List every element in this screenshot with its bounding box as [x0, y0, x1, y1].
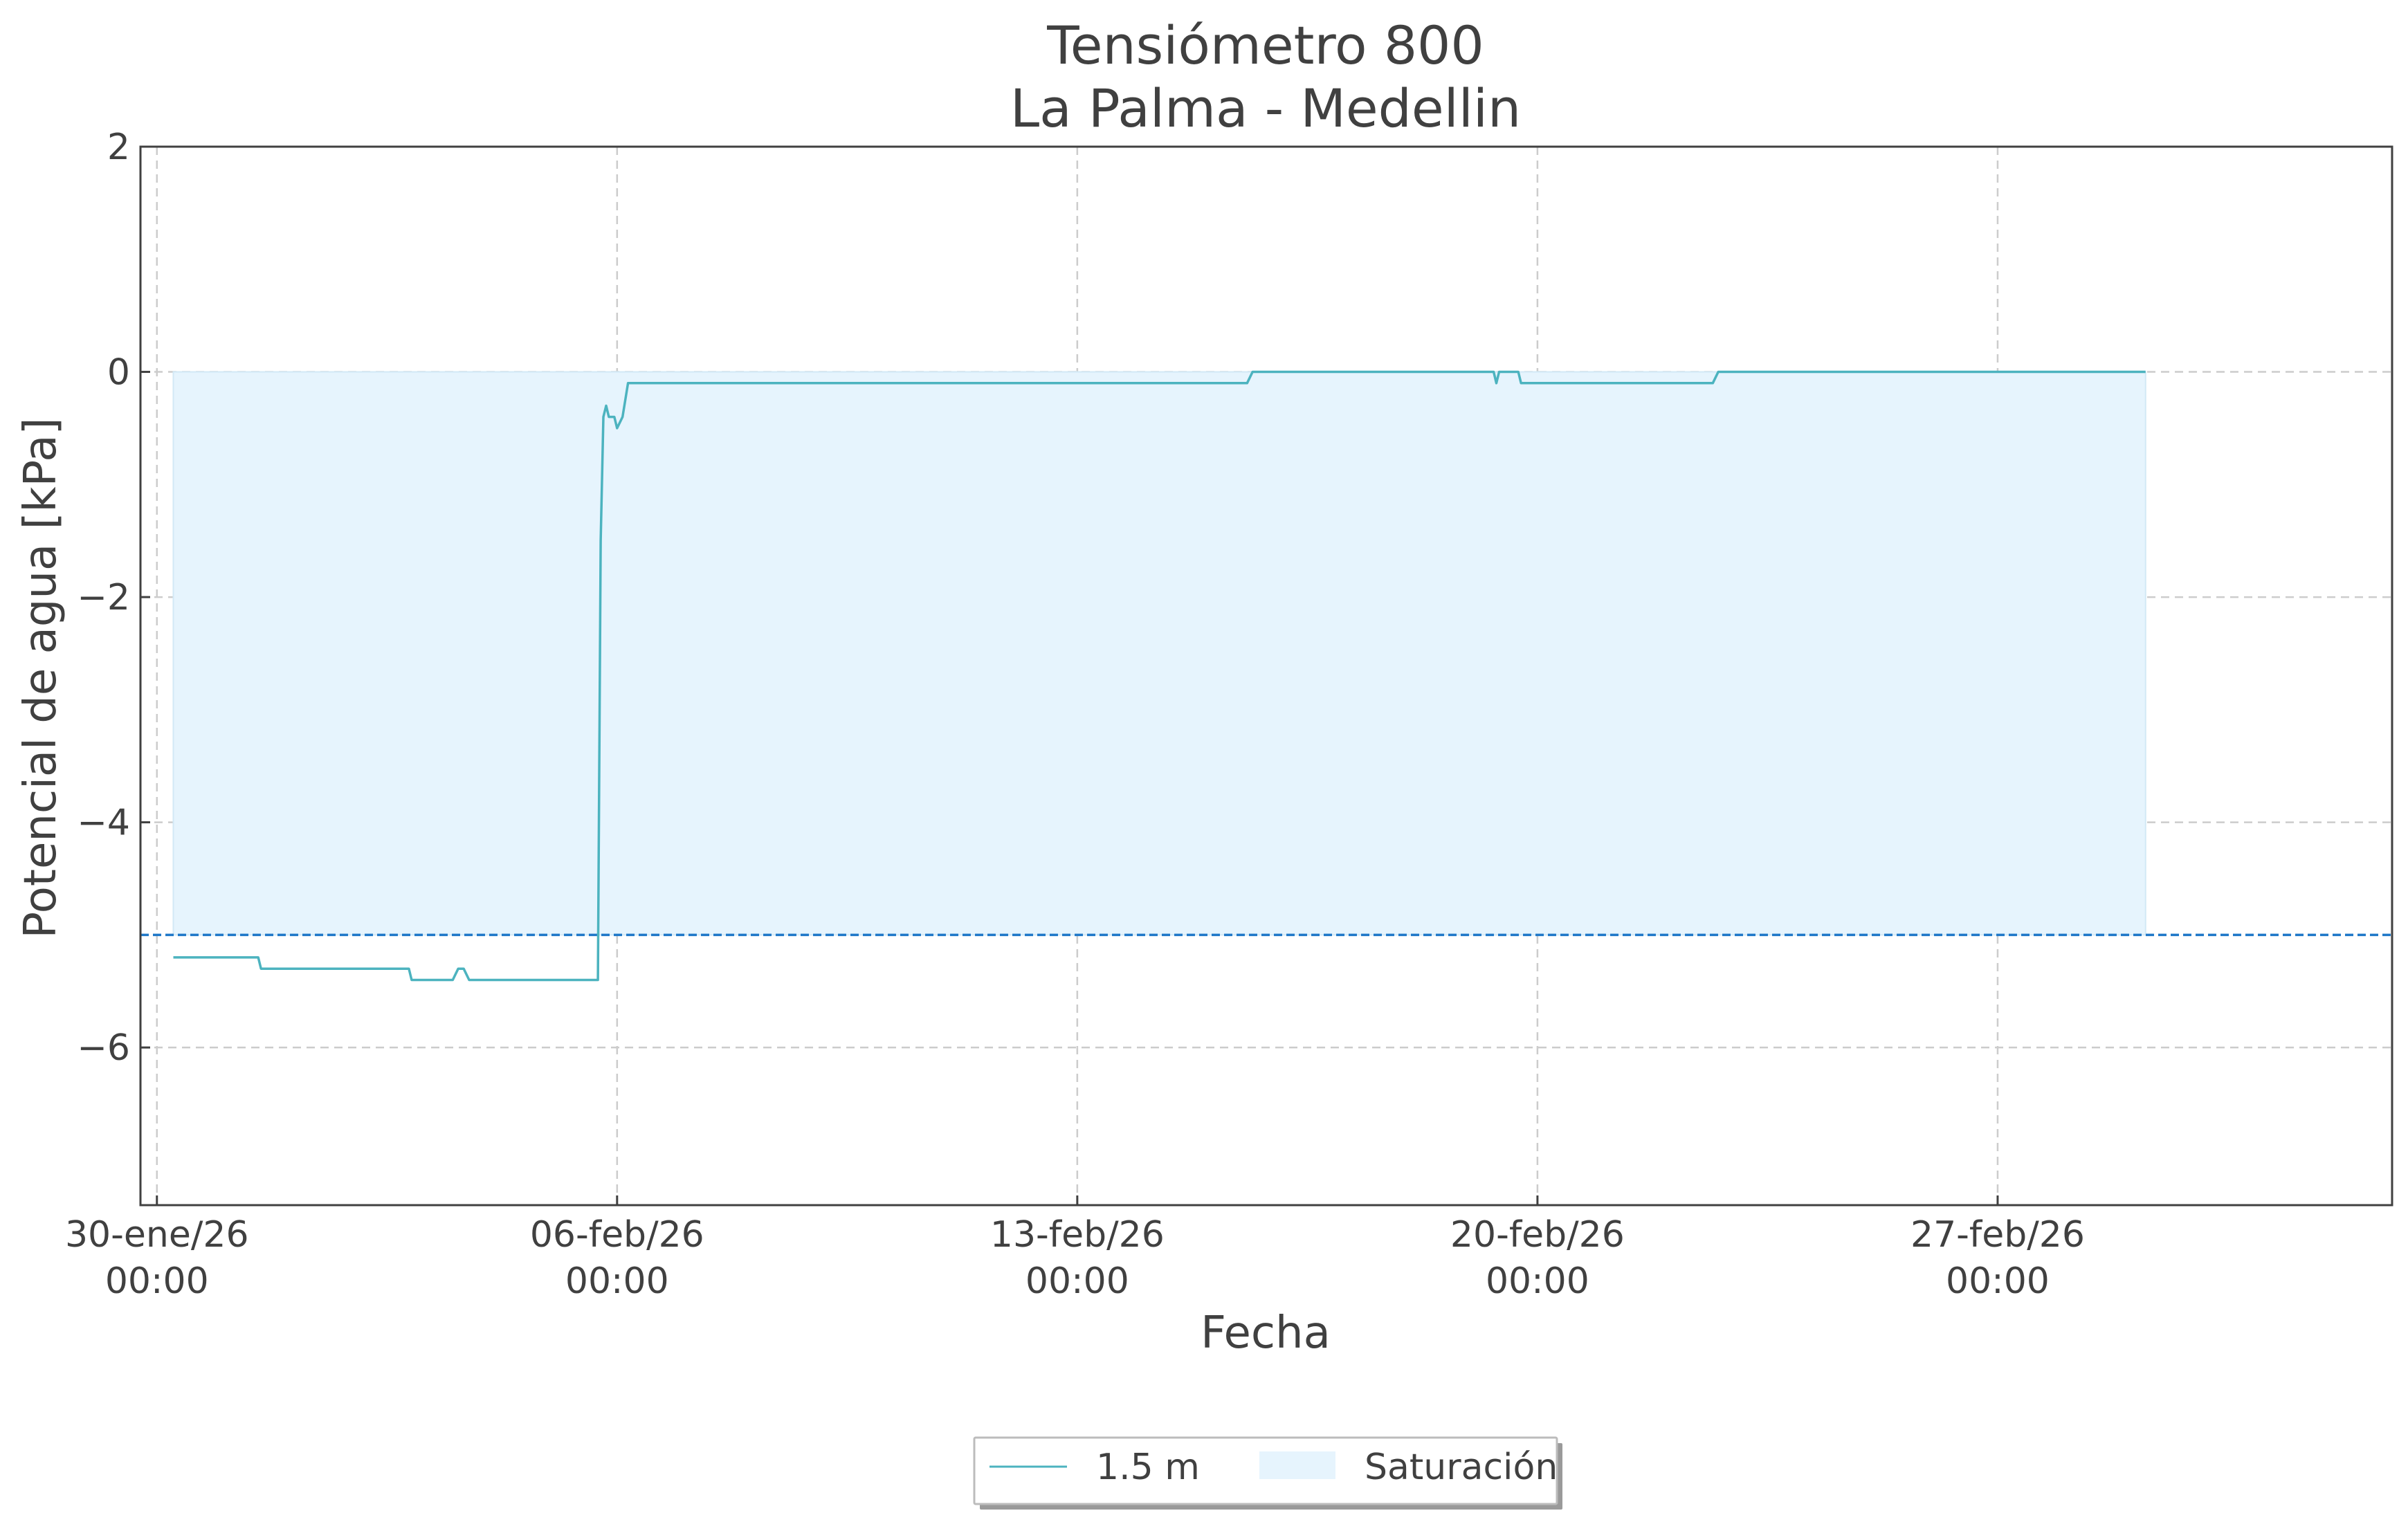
x-tick-label-4-0: 27-feb/26: [1910, 1214, 2085, 1256]
legend-label-band: Saturación: [1365, 1447, 1558, 1488]
y-tick-label-0: 2: [107, 127, 130, 168]
x-tick-label-0-0: 30-ene/26: [65, 1214, 249, 1256]
x-tick-label-0-1: 00:00: [105, 1260, 209, 1302]
plot-area: 30-ene/2600:0006-feb/2600:0013-feb/2600:…: [65, 127, 2393, 1302]
y-tick-label-1: 0: [107, 352, 130, 394]
series-line-0: [173, 370, 2146, 982]
y-tick-label-2: −2: [77, 577, 130, 618]
y-tick-label-4: −6: [77, 1027, 130, 1069]
x-tick-label-3-1: 00:00: [1486, 1260, 1589, 1302]
x-tick-label-3-0: 20-feb/26: [1450, 1214, 1625, 1256]
legend: 1.5 m Saturación: [973, 1436, 1562, 1510]
band-0: [172, 371, 2146, 936]
plot-frame: [139, 145, 2393, 1207]
y-tick-label-3: −4: [77, 803, 130, 844]
x-tick-label-1-1: 00:00: [565, 1260, 669, 1302]
chart-title: Tensiómetro 800: [1046, 15, 1484, 76]
legend-label-series: 1.5 m: [1096, 1447, 1200, 1488]
legend-swatch-band: [1259, 1451, 1335, 1479]
x-tick-label-1-0: 06-feb/26: [530, 1214, 704, 1256]
x-tick-label-2-0: 13-feb/26: [990, 1214, 1165, 1256]
y-axis-label: Potencial de agua [kPa]: [15, 417, 66, 938]
x-tick-label-2-1: 00:00: [1025, 1260, 1129, 1302]
x-axis-label: Fecha: [1201, 1308, 1331, 1359]
chart-subtitle: La Palma - Medellin: [1010, 77, 1521, 139]
x-tick-label-4-1: 00:00: [1946, 1260, 2050, 1302]
